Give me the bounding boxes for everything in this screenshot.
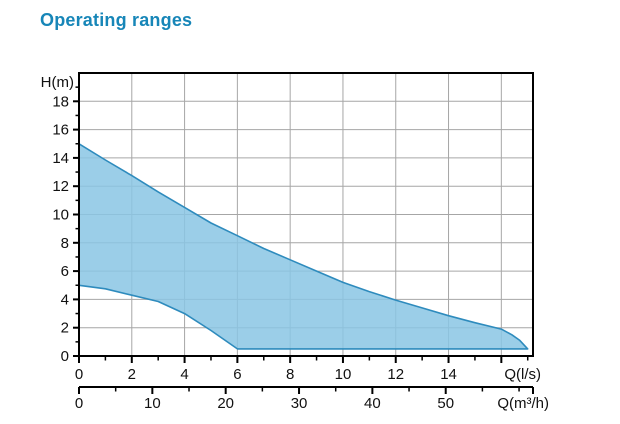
x-axis-ls-title: Q(l/s) bbox=[504, 366, 541, 383]
x-axis-m3h-title: Q(m³/h) bbox=[497, 395, 549, 412]
y-axis-tick-label: 2 bbox=[61, 320, 69, 337]
x-axis-ls-tick-label: 10 bbox=[335, 366, 352, 383]
y-axis-tick-label: 4 bbox=[61, 291, 69, 308]
x-axis-m3h-tick-label: 10 bbox=[144, 395, 161, 412]
x-axis-ls-tick-label: 12 bbox=[387, 366, 404, 383]
x-axis-m3h-tick-label: 50 bbox=[437, 395, 454, 412]
x-axis-ls-tick-label: 6 bbox=[233, 366, 241, 383]
x-axis-m3h-tick-label: 0 bbox=[75, 395, 83, 412]
operating-range-region bbox=[78, 143, 529, 350]
y-axis-tick-label: 18 bbox=[52, 93, 69, 110]
x-axis-ls-tick-label: 0 bbox=[75, 366, 83, 383]
y-axis-tick-label: 10 bbox=[52, 207, 69, 224]
x-axis-ls-tick-label: 8 bbox=[286, 366, 294, 383]
x-axis-ls-tick-label: 2 bbox=[128, 366, 136, 383]
y-axis-tick-label: 14 bbox=[52, 150, 69, 167]
x-axis-ls-tick-label: 4 bbox=[180, 366, 188, 383]
x-axis-ls-tick-label: 14 bbox=[440, 366, 457, 383]
y-axis-tick-label: 8 bbox=[61, 235, 69, 252]
x-axis-m3h-tick-label: 30 bbox=[291, 395, 308, 412]
y-axis-tick-label: 16 bbox=[52, 122, 69, 139]
y-axis-tick-label: 0 bbox=[61, 348, 69, 365]
page-title: Operating ranges bbox=[40, 10, 193, 30]
x-axis-m3h-tick-label: 40 bbox=[364, 395, 381, 412]
y-axis-tick-label: 12 bbox=[52, 178, 69, 195]
y-axis-title: H(m) bbox=[41, 74, 74, 91]
x-axis-m3h-tick-label: 20 bbox=[217, 395, 234, 412]
y-axis-tick-label: 6 bbox=[61, 263, 69, 280]
